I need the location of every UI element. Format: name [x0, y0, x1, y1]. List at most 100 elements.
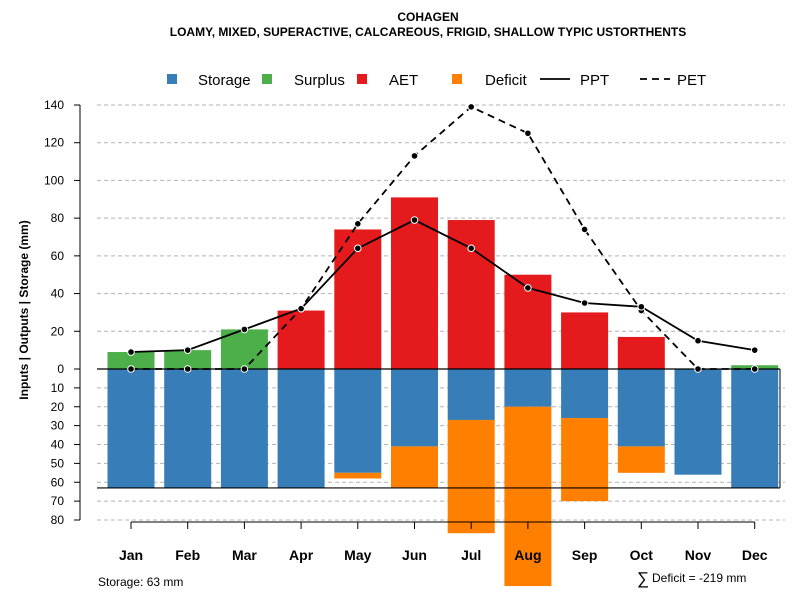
- legend-label: Deficit: [485, 72, 528, 89]
- ppt-point: [410, 216, 419, 224]
- month-label-sep: Sep: [572, 547, 598, 563]
- month-label-jan: Jan: [119, 547, 143, 563]
- y-tick-label: 140: [44, 98, 64, 112]
- x-axis-ticks: Jan Feb Mar Apr May Jun Jul Aug Sep Oct Nov Dec: [119, 522, 768, 563]
- ppt-point: [580, 299, 589, 307]
- bars: [107, 197, 779, 587]
- deficit-sum-symbol: ∑: [637, 569, 649, 588]
- legend-item-ppt: PPT: [540, 72, 609, 89]
- y-tick-label: 50: [51, 456, 65, 470]
- pet-point: [183, 365, 192, 373]
- pet-line: [131, 105, 755, 370]
- aet-bar: [391, 197, 438, 369]
- pet-point: [127, 365, 135, 373]
- ppt-point: [694, 336, 702, 345]
- storage-note: Storage: 63 mm: [98, 575, 183, 589]
- month-label-jun: Jun: [402, 547, 427, 563]
- legend-item-deficit: Deficit: [452, 72, 528, 89]
- ppt-line: [130, 219, 755, 353]
- y-tick-label: 70: [51, 494, 65, 508]
- y-tick-label: 120: [44, 136, 64, 150]
- deficit-bar: [334, 472, 382, 479]
- ppt-point: [354, 244, 362, 253]
- deficit-bar: [561, 418, 609, 502]
- legend-label: Storage: [198, 72, 251, 89]
- legend-item-storage: Storage: [167, 72, 251, 89]
- month-label-may: May: [344, 547, 371, 563]
- y-tick-label: 30: [51, 419, 65, 433]
- pet-point: [467, 103, 476, 111]
- legend-swatch: [262, 74, 272, 84]
- storage-bar: [334, 369, 382, 473]
- deficit-bar: [617, 446, 665, 473]
- y-tick-label: 10: [51, 381, 65, 395]
- month-label-feb: Feb: [175, 547, 200, 563]
- y-tick-label: 40: [51, 438, 65, 452]
- storage-bar: [164, 369, 212, 488]
- storage-bar: [277, 369, 325, 488]
- surplus-bar: [107, 352, 155, 369]
- pet-point: [524, 129, 532, 138]
- legend-label: PPT: [580, 72, 609, 89]
- legend-label: Surplus: [294, 72, 345, 89]
- series-points: [127, 103, 759, 373]
- month-label-mar: Mar: [232, 547, 257, 563]
- legend-label: AET: [389, 72, 418, 89]
- y-tick-label: 20: [51, 324, 65, 338]
- storage-bar: [561, 369, 609, 419]
- series-lines: [130, 105, 755, 370]
- chart-subtitle: LOAMY, MIXED, SUPERACTIVE, CALCAREOUS, F…: [170, 25, 686, 39]
- y-tick-label: 100: [44, 173, 64, 187]
- storage-bar: [731, 369, 779, 488]
- storage-bar: [391, 369, 438, 447]
- ppt-point: [524, 284, 532, 292]
- deficit-bar: [504, 406, 552, 587]
- y-tick-label: 80: [51, 211, 65, 225]
- month-label-dec: Dec: [742, 547, 768, 563]
- deficit-bar: [391, 446, 438, 488]
- storage-bar: [447, 369, 495, 420]
- y-tick-label: 0: [57, 362, 64, 376]
- aet-bar: [617, 336, 665, 369]
- storage-bar: [674, 369, 722, 475]
- aet-bar: [277, 310, 325, 369]
- surplus-bar: [164, 350, 212, 369]
- legend-swatch: [452, 74, 462, 84]
- legend-swatch: [167, 74, 177, 84]
- legend: Storage Surplus AET Deficit PPT PET: [167, 72, 706, 89]
- y-axis-label: Inputs | Outputs | Storage (mm): [17, 220, 31, 399]
- pet-point: [750, 365, 759, 373]
- legend-item-aet: AET: [357, 72, 418, 89]
- month-label-nov: Nov: [685, 547, 712, 563]
- legend-item-pet: PET: [640, 72, 706, 89]
- y-axis-ticks: 0 20 40 60 80 100 120 140 10 20 30 40 50 60 70 80: [44, 98, 80, 527]
- ppt-point: [467, 244, 476, 253]
- y-tick-label: 60: [51, 475, 65, 489]
- deficit-bar: [447, 419, 495, 534]
- y-tick-label: 60: [51, 249, 65, 263]
- legend-item-surplus: Surplus: [262, 72, 345, 89]
- ppt-point: [637, 302, 646, 311]
- aet-bar: [334, 229, 382, 369]
- pet-point: [354, 220, 362, 228]
- pet-point: [240, 365, 249, 373]
- aet-bar: [447, 220, 495, 369]
- ppt-point: [127, 348, 135, 356]
- pet-point: [410, 152, 419, 160]
- storage-bar: [617, 369, 665, 447]
- storage-bar: [504, 369, 552, 407]
- month-label-oct: Oct: [630, 547, 654, 563]
- grid-lines: [97, 104, 785, 521]
- y-tick-label: 40: [51, 287, 65, 301]
- month-label-apr: Apr: [289, 547, 314, 563]
- chart-title: COHAGEN: [397, 10, 458, 24]
- y-tick-label: 80: [51, 513, 65, 527]
- legend-label: PET: [677, 72, 706, 89]
- aet-bar: [561, 312, 609, 369]
- ppt-point: [297, 304, 305, 313]
- storage-bar: [107, 369, 155, 488]
- axes: [79, 105, 781, 523]
- legend-swatch: [357, 74, 367, 84]
- ppt-point: [240, 325, 249, 334]
